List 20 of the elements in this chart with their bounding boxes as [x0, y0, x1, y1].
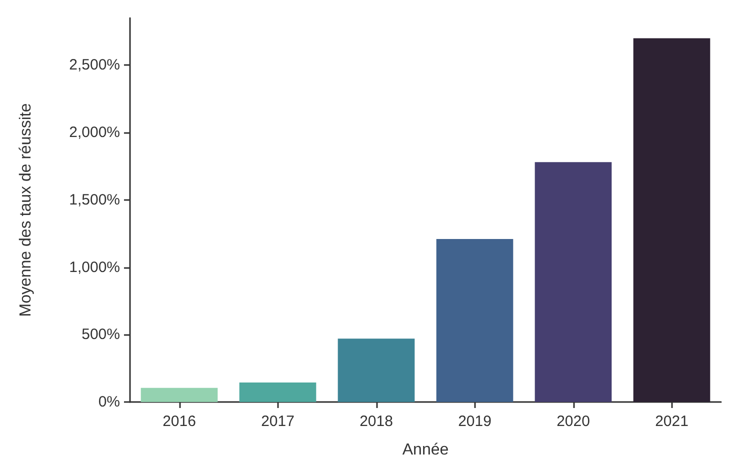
x-tick-label: 2020 [556, 413, 590, 430]
bar [534, 162, 612, 402]
y-tick-label: 1,500% [69, 191, 120, 208]
bar [239, 382, 316, 402]
x-tick-label: 2019 [458, 413, 492, 430]
x-tick-label: 2018 [360, 413, 393, 430]
y-tick-label: 500% [82, 326, 120, 344]
bar [140, 388, 218, 402]
y-tick-label: 0% [98, 394, 120, 410]
y-axis-title: Moyenne des taux de réussite [18, 103, 34, 317]
x-tick-label: 2016 [162, 413, 196, 430]
bar [338, 338, 415, 402]
y-tick-label: 2,000% [69, 124, 120, 142]
x-axis-title: Année [402, 442, 449, 458]
x-tick-label: 2021 [655, 413, 688, 430]
x-tick-label: 2017 [261, 413, 294, 430]
y-tick-label: 1,000% [69, 258, 120, 276]
bar [633, 38, 710, 402]
y-tick-label: 2,500% [69, 56, 120, 74]
bar [436, 238, 514, 402]
